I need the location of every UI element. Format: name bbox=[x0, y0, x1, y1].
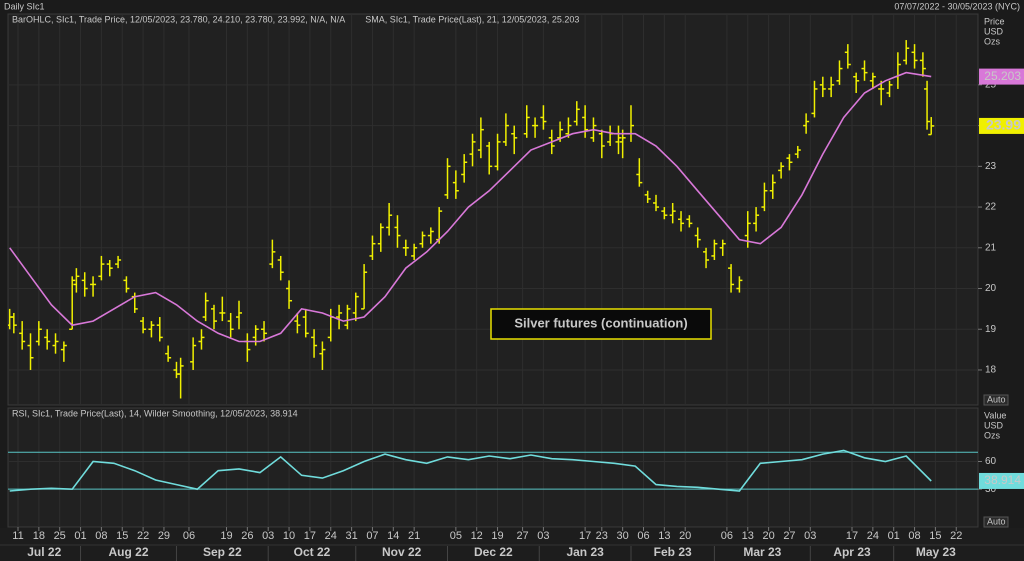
legend-entry: BarOHLC, SIc1, Trade Price, 12/05/2023, … bbox=[12, 14, 345, 24]
month-label: Dec 22 bbox=[474, 545, 513, 559]
x-tick-label: 03 bbox=[537, 530, 549, 542]
y-tick-label: 18 bbox=[985, 365, 997, 376]
x-tick-label: 10 bbox=[283, 530, 295, 542]
axis-label: Ozs bbox=[984, 36, 1001, 46]
x-tick-label: 13 bbox=[742, 530, 754, 542]
legend-entry: SMA, SIc1, Trade Price(Last), 21, 12/05/… bbox=[365, 14, 579, 24]
x-tick-label: 25 bbox=[54, 530, 66, 542]
last-value-label: 38.914 bbox=[984, 473, 1021, 487]
x-tick-label: 21 bbox=[408, 530, 420, 542]
price-layer: 1819202122232425PriceUSDOzsAutoBarOHLC, … bbox=[8, 14, 1024, 406]
x-tick-label: 19 bbox=[491, 530, 503, 542]
last-value-box bbox=[979, 68, 1024, 85]
x-tick-label: 27 bbox=[783, 530, 795, 542]
x-tick-label: 14 bbox=[387, 530, 399, 542]
month-label: Apr 23 bbox=[833, 545, 871, 559]
x-tick-label: 31 bbox=[345, 530, 357, 542]
x-tick-label: 08 bbox=[95, 530, 107, 542]
rsi-panel bbox=[7, 407, 979, 528]
x-tick-label: 11 bbox=[12, 530, 23, 542]
x-tick-label: 15 bbox=[116, 530, 128, 542]
axis-label: Price bbox=[984, 16, 1005, 26]
x-tick-label: 12 bbox=[471, 530, 483, 542]
month-label: Jan 23 bbox=[566, 545, 604, 559]
last-value-box bbox=[979, 472, 1024, 489]
x-tick-label: 24 bbox=[325, 530, 337, 542]
x-tick-label: 26 bbox=[241, 530, 253, 542]
y-tick-label: 30 bbox=[985, 484, 997, 495]
plot-area bbox=[8, 40, 935, 399]
x-tick-label: 17 bbox=[846, 530, 858, 542]
month-label: Nov 22 bbox=[382, 545, 422, 559]
x-tick-label: 17 bbox=[304, 530, 316, 542]
last-value-label: 25.203 bbox=[984, 69, 1021, 83]
x-tick-label: 22 bbox=[950, 530, 962, 542]
x-tick-label: 03 bbox=[262, 530, 274, 542]
axis-label: Ozs bbox=[984, 430, 1001, 440]
y-tick-label: 22 bbox=[985, 202, 997, 213]
x-axis-layer: 11 18 25 01 08 15 22 29 06 19 26 03 10 17 24 31 07 14 21 05… bbox=[12, 527, 962, 561]
y-tick-label: 20 bbox=[985, 283, 997, 294]
header-range: 07/07/2022 - 30/05/2023 (NYC) bbox=[894, 1, 1020, 11]
axis-label: Value bbox=[984, 410, 1006, 420]
x-tick-label: 30 bbox=[617, 530, 629, 542]
month-label: Jul 22 bbox=[27, 545, 61, 559]
x-tick-label: 20 bbox=[679, 530, 691, 542]
scale-button[interactable] bbox=[983, 516, 1009, 528]
y-tick-label: 19 bbox=[985, 324, 997, 335]
y-tick-label: 21 bbox=[985, 242, 997, 253]
x-tick-label: 24 bbox=[867, 530, 879, 542]
axis-label: USD bbox=[984, 26, 1004, 36]
month-label: Aug 22 bbox=[108, 545, 148, 559]
line-series bbox=[9, 71, 932, 343]
x-tick-label: 27 bbox=[516, 530, 528, 542]
annotation-box bbox=[490, 308, 712, 340]
x-tick-label: 17 bbox=[579, 530, 591, 542]
header-title: Daily SIc1 bbox=[4, 1, 45, 11]
x-tick-label: 13 bbox=[658, 530, 670, 542]
x-tick-label: 15 bbox=[929, 530, 941, 542]
last-value-box bbox=[979, 117, 1024, 134]
x-tick-label: 22 bbox=[137, 530, 149, 542]
y-tick-label: 25 bbox=[985, 80, 997, 91]
x-tick-label: 06 bbox=[637, 530, 649, 542]
x-tick-label: 23 bbox=[596, 530, 608, 542]
axis-label: USD bbox=[984, 420, 1004, 430]
scale-button-label[interactable]: Auto bbox=[987, 516, 1006, 526]
x-tick-label: 29 bbox=[158, 530, 170, 542]
legend-entry: RSI, SIc1, Trade Price(Last), 14, Wilder… bbox=[12, 408, 298, 418]
scale-button[interactable] bbox=[983, 394, 1009, 406]
last-value-label: 23.99 bbox=[986, 117, 1021, 133]
x-tick-label: 19 bbox=[220, 530, 232, 542]
annotation: Silver futures (continuation) bbox=[514, 315, 687, 330]
y-tick-label: 23 bbox=[985, 161, 997, 172]
x-tick-label: 01 bbox=[888, 530, 900, 542]
month-label: Mar 23 bbox=[743, 545, 781, 559]
x-tick-label: 05 bbox=[450, 530, 462, 542]
month-label: Oct 22 bbox=[294, 545, 331, 559]
line-series bbox=[9, 449, 932, 492]
month-label: Sep 22 bbox=[203, 545, 242, 559]
x-tick-label: 06 bbox=[183, 530, 195, 542]
price-panel bbox=[7, 13, 979, 406]
x-tick-label: 01 bbox=[74, 530, 86, 542]
scale-button-label[interactable]: Auto bbox=[987, 394, 1006, 404]
month-label: Feb 23 bbox=[654, 545, 692, 559]
x-tick-label: 07 bbox=[366, 530, 378, 542]
x-tick-label: 18 bbox=[33, 530, 45, 542]
x-tick-label: 20 bbox=[762, 530, 774, 542]
x-tick-label: 06 bbox=[721, 530, 733, 542]
month-label: May 23 bbox=[916, 545, 956, 559]
plot-area bbox=[9, 449, 932, 492]
x-tick-label: 03 bbox=[804, 530, 816, 542]
y-tick-label: 60 bbox=[985, 456, 997, 467]
x-tick-label: 08 bbox=[908, 530, 920, 542]
